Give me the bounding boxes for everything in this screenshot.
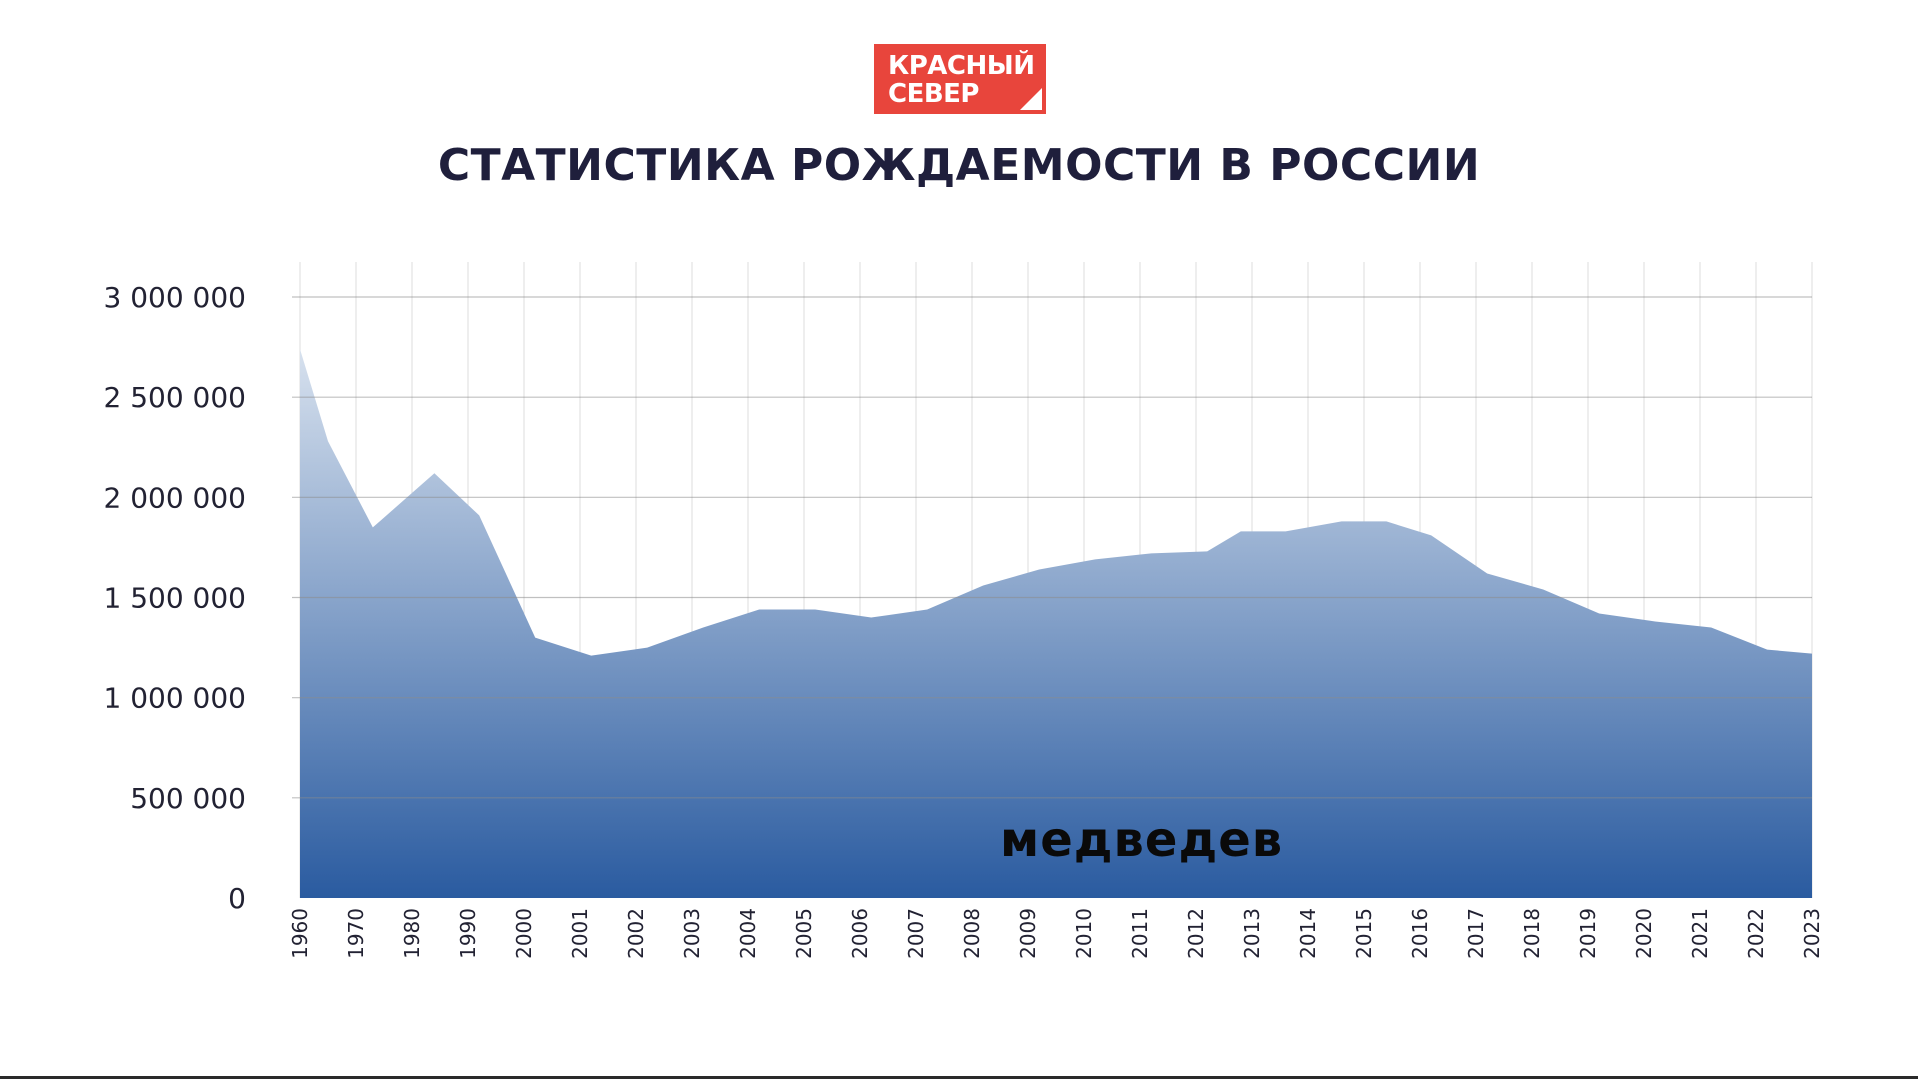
x-tick-label: 2012 <box>1184 908 1208 959</box>
x-tick-label: 2005 <box>792 908 816 959</box>
horizontal-gridlines <box>292 296 1812 799</box>
x-tick-label: 1960 <box>288 908 312 959</box>
brand-logo-corner-icon <box>1020 88 1042 110</box>
birth-area-series <box>300 349 1812 899</box>
brand-logo-line2: СЕВЕР <box>888 79 979 109</box>
x-tick-label: 2004 <box>736 908 760 959</box>
bottom-divider <box>0 1076 1918 1079</box>
x-tick-label: 2023 <box>1800 908 1824 959</box>
x-tick-label: 2013 <box>1240 908 1264 959</box>
y-tick-label: 1 000 000 <box>103 682 246 715</box>
y-tick-label: 0 <box>228 882 246 915</box>
x-tick-label: 2020 <box>1632 908 1656 959</box>
x-tick-label: 2016 <box>1408 908 1432 959</box>
x-tick-label: 2001 <box>568 908 592 959</box>
y-tick-label: 2 500 000 <box>103 381 246 414</box>
x-tick-label: 1990 <box>456 908 480 959</box>
y-axis-ticks: 0 500 000 1 000 000 1 500 000 2 000 000 2 500… <box>103 281 246 915</box>
x-tick-label: 2002 <box>624 908 648 959</box>
brand-logo-line1: КРАСНЫЙ <box>888 51 1035 81</box>
x-tick-label: 2010 <box>1072 908 1096 959</box>
watermark-text: медведев <box>1000 812 1284 868</box>
brand-logo: КРАСНЫЙ СЕВЕР <box>874 44 1046 114</box>
x-tick-label: 2011 <box>1128 908 1152 959</box>
x-tick-label: 2007 <box>904 908 928 959</box>
x-tick-label: 2017 <box>1464 908 1488 959</box>
x-tick-label: 2006 <box>848 908 872 959</box>
page-title: СТАТИСТИКА РОЖДАЕМОСТИ В РОССИИ <box>437 140 1481 191</box>
x-tick-label: 2014 <box>1296 908 1320 959</box>
y-tick-label: 1 500 000 <box>103 582 246 615</box>
x-tick-label: 2009 <box>1016 908 1040 959</box>
x-tick-label: 2003 <box>680 908 704 959</box>
x-tick-label: 2000 <box>512 908 536 959</box>
y-tick-label: 2 000 000 <box>103 481 246 514</box>
x-axis-ticks: 1960 1970 1980 1990 2000 2001 2002 2003 2004 2005… <box>288 908 1824 959</box>
x-tick-label: 2021 <box>1688 908 1712 959</box>
x-tick-label: 2018 <box>1520 908 1544 959</box>
y-tick-label: 500 000 <box>130 782 246 815</box>
x-tick-label: 1970 <box>344 908 368 959</box>
x-tick-label: 2022 <box>1744 908 1768 959</box>
x-tick-label: 1980 <box>400 908 424 959</box>
x-tick-label: 2008 <box>960 908 984 959</box>
x-tick-label: 2019 <box>1576 908 1600 959</box>
y-tick-label: 3 000 000 <box>103 281 246 314</box>
x-tick-label: 2015 <box>1352 908 1376 959</box>
